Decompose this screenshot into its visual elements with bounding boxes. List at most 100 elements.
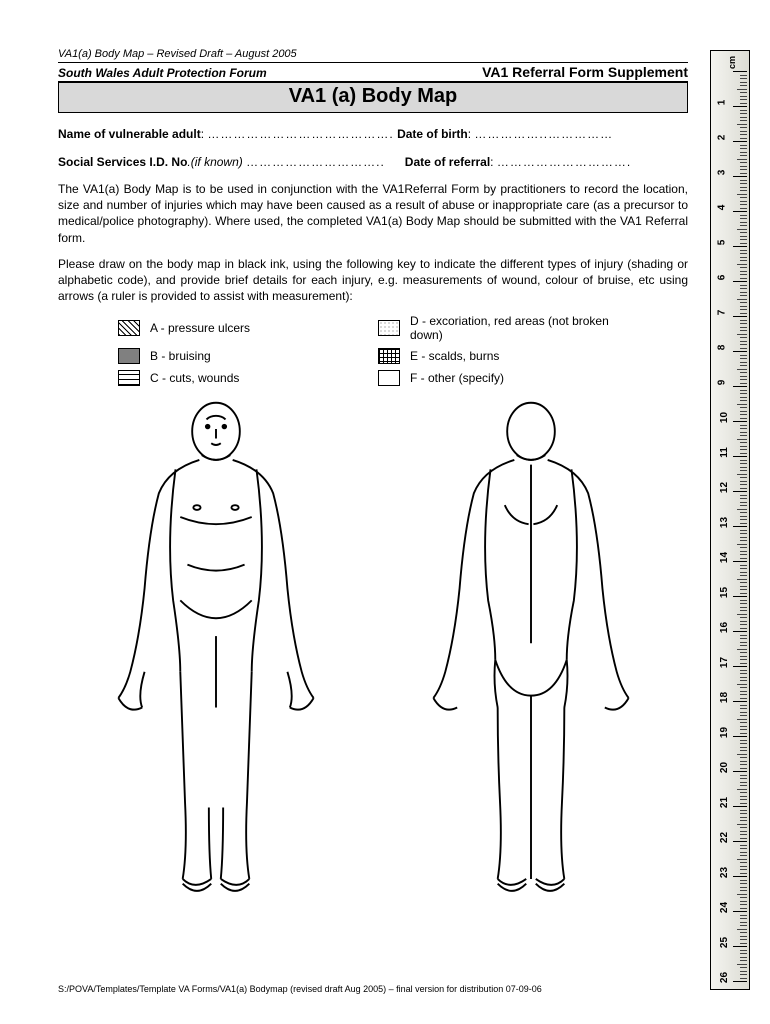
ruler-number: 16 bbox=[719, 622, 730, 633]
ruler-tick-minor bbox=[740, 400, 747, 401]
ruler-tick-minor bbox=[740, 887, 747, 888]
body-map-area[interactable] bbox=[58, 398, 688, 898]
ruler-tick-minor bbox=[740, 782, 747, 783]
ruler-tick-minor bbox=[737, 264, 747, 265]
ruler-tick-major bbox=[733, 281, 747, 282]
dob-label: Date of birth bbox=[397, 127, 468, 141]
ruler-tick-minor bbox=[740, 750, 747, 751]
ruler-number: 26 bbox=[719, 972, 730, 983]
ruler-tick-minor bbox=[740, 530, 747, 531]
ruler-tick-minor bbox=[740, 960, 747, 961]
ruler-tick-major bbox=[733, 806, 747, 807]
ruler-tick-major bbox=[733, 701, 747, 702]
ruler-tick-major bbox=[733, 141, 747, 142]
ruler-tick-minor bbox=[740, 92, 747, 93]
ruler-tick-minor bbox=[740, 204, 747, 205]
ruler-unit-label: cm bbox=[727, 56, 737, 69]
ruler-tick-minor bbox=[740, 708, 747, 709]
ruler-tick-major bbox=[733, 71, 747, 72]
ruler-tick-major bbox=[733, 176, 747, 177]
ruler-tick-minor bbox=[740, 330, 747, 331]
referral-label: Date of referral bbox=[405, 155, 490, 169]
ruler-tick-major bbox=[733, 771, 747, 772]
ruler-number: 5 bbox=[716, 240, 727, 246]
ruler-number: 7 bbox=[716, 310, 727, 316]
ruler-tick-minor bbox=[740, 694, 747, 695]
ruler-tick-minor bbox=[740, 201, 747, 202]
ruler-tick-minor bbox=[740, 838, 747, 839]
ruler-tick-minor bbox=[740, 414, 747, 415]
ruler: cm 1234567891011121314151617181920212223… bbox=[710, 50, 750, 990]
ruler-number: 8 bbox=[716, 345, 727, 351]
ruler-tick-minor bbox=[740, 638, 747, 639]
ssid-blank[interactable]: ………………………….. bbox=[246, 155, 385, 169]
ruler-tick-minor bbox=[740, 502, 747, 503]
ruler-tick-minor bbox=[740, 243, 747, 244]
ruler-tick-minor bbox=[740, 197, 747, 198]
ruler-tick-minor bbox=[740, 411, 747, 412]
ruler-tick-minor bbox=[740, 617, 747, 618]
ruler-tick-minor bbox=[740, 225, 747, 226]
ruler-tick-minor bbox=[740, 453, 747, 454]
ruler-tick-minor bbox=[740, 761, 747, 762]
injury-legend: A - pressure ulcers D - excoriation, red… bbox=[118, 314, 688, 386]
ruler-tick-minor bbox=[740, 873, 747, 874]
swatch-f-icon bbox=[378, 370, 400, 386]
ruler-tick-minor bbox=[740, 810, 747, 811]
ruler-number: 3 bbox=[716, 170, 727, 176]
swatch-e-icon bbox=[378, 348, 400, 364]
ruler-tick-minor bbox=[740, 166, 747, 167]
ruler-tick-minor bbox=[740, 341, 747, 342]
ruler-tick-minor bbox=[740, 183, 747, 184]
dob-blank[interactable]: ……………..…………… bbox=[474, 127, 613, 141]
ruler-tick-minor bbox=[740, 393, 747, 394]
ruler-number: 1 bbox=[716, 100, 727, 106]
ruler-tick-major bbox=[733, 421, 747, 422]
name-blank[interactable]: ……………………………………. bbox=[207, 127, 393, 141]
legend-d: D - excoriation, red areas (not broken d… bbox=[410, 314, 638, 342]
ruler-tick-minor bbox=[740, 278, 747, 279]
ruler-tick-minor bbox=[737, 404, 747, 405]
ruler-tick-minor bbox=[740, 915, 747, 916]
ruler-tick-minor bbox=[737, 859, 747, 860]
ruler-tick-minor bbox=[740, 446, 747, 447]
ruler-tick-minor bbox=[740, 519, 747, 520]
ruler-tick-minor bbox=[740, 428, 747, 429]
ruler-tick-minor bbox=[740, 775, 747, 776]
ruler-tick-minor bbox=[740, 932, 747, 933]
ruler-tick-major bbox=[733, 981, 747, 982]
ruler-tick-minor bbox=[740, 327, 747, 328]
swatch-d-icon bbox=[378, 320, 400, 336]
ssid-label: Social Services I.D. No bbox=[58, 155, 187, 169]
ruler-tick-minor bbox=[740, 939, 747, 940]
ruler-tick-minor bbox=[740, 365, 747, 366]
ruler-tick-minor bbox=[740, 967, 747, 968]
ruler-tick-minor bbox=[740, 120, 747, 121]
ruler-tick-minor bbox=[740, 796, 747, 797]
ruler-tick-minor bbox=[740, 974, 747, 975]
ruler-tick-minor bbox=[740, 768, 747, 769]
ruler-tick-minor bbox=[740, 512, 747, 513]
name-label: Name of vulnerable adult bbox=[58, 127, 201, 141]
ruler-tick-minor bbox=[740, 523, 747, 524]
ruler-tick-minor bbox=[740, 323, 747, 324]
ruler-tick-minor bbox=[740, 656, 747, 657]
ruler-tick-minor bbox=[740, 75, 747, 76]
ruler-tick-major bbox=[733, 526, 747, 527]
ruler-tick-minor bbox=[740, 670, 747, 671]
ruler-tick-minor bbox=[740, 257, 747, 258]
ruler-tick-minor bbox=[740, 78, 747, 79]
form-title: VA1 (a) Body Map bbox=[58, 82, 688, 113]
ruler-tick-major bbox=[733, 386, 747, 387]
ruler-number: 15 bbox=[719, 587, 730, 598]
referral-blank[interactable]: …………………………. bbox=[497, 155, 631, 169]
field-name-dob: Name of vulnerable adult: ……………………………………… bbox=[58, 125, 688, 143]
ruler-tick-minor bbox=[740, 288, 747, 289]
ruler-tick-minor bbox=[740, 145, 747, 146]
ruler-tick-minor bbox=[737, 439, 747, 440]
ruler-tick-minor bbox=[737, 789, 747, 790]
ruler-tick-minor bbox=[740, 376, 747, 377]
ruler-tick-minor bbox=[737, 334, 747, 335]
ruler-tick-major bbox=[733, 631, 747, 632]
ruler-tick-minor bbox=[740, 607, 747, 608]
